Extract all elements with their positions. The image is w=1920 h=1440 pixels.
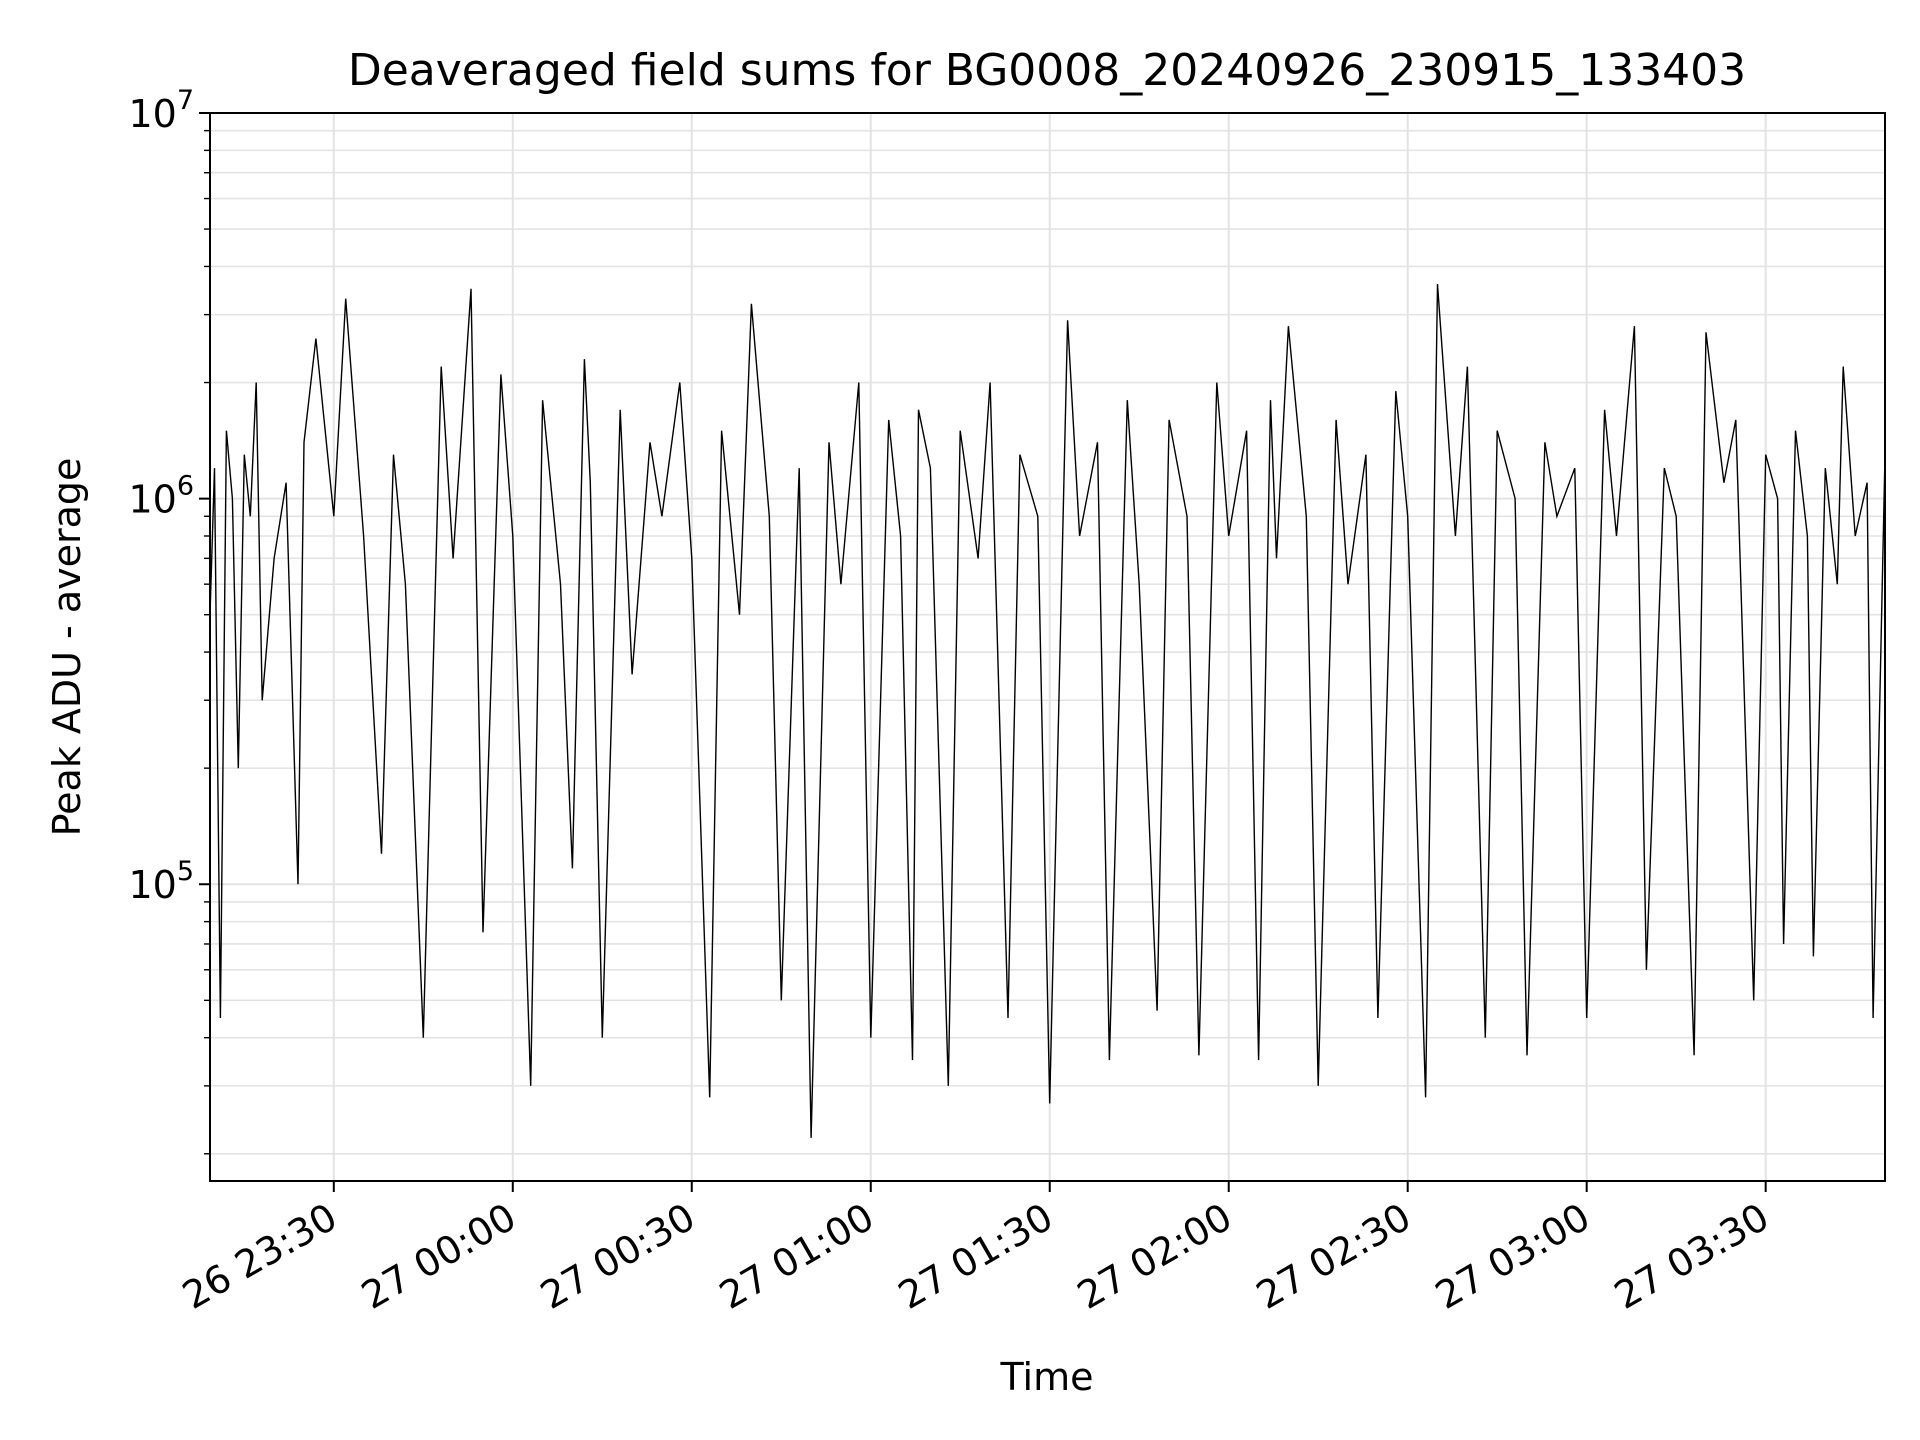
y-axis-label: Peak ADU - average bbox=[45, 458, 89, 837]
chart-title: Deaveraged field sums for BG0008_2024092… bbox=[348, 45, 1746, 96]
y-tick-label-2: 107 bbox=[128, 85, 194, 136]
y-tick-label-0: 105 bbox=[128, 856, 194, 907]
y-axis-ticks: 105 106 107 bbox=[128, 85, 210, 1155]
x-axis-label: Time bbox=[1000, 1355, 1094, 1399]
plot-frame bbox=[209, 112, 1886, 1182]
data-series bbox=[209, 284, 1886, 1138]
y-tick-label-1: 106 bbox=[128, 471, 194, 522]
data-series-line bbox=[209, 284, 1886, 1138]
